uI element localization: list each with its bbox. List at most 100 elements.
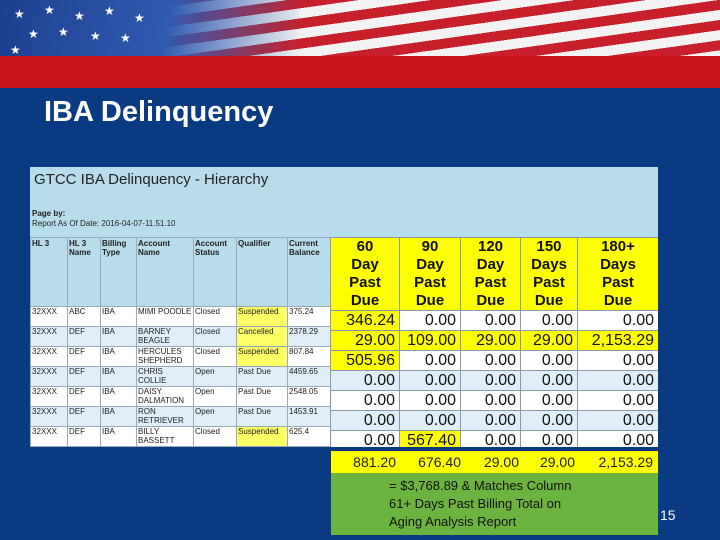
- table-row: 29.00 109.00 29.00 29.00 2,153.29: [330, 330, 658, 351]
- table-row: 32XXX ABC IBA MIMI POODLE Closed Suspend…: [30, 306, 331, 327]
- d150-cell: 0.00: [520, 410, 578, 431]
- page-title: IBA Delinquency: [44, 96, 274, 128]
- d60-cell: 0.00: [330, 430, 400, 447]
- d90-cell: 0.00: [399, 410, 461, 431]
- column-header-account-status: Account Status: [193, 237, 237, 307]
- account-status-cell: Open: [193, 406, 237, 427]
- hl3-cell: 32XXX: [30, 326, 68, 347]
- table-row: 0.00 0.00 0.00 0.00 0.00: [330, 370, 658, 391]
- table-row: 32XXX DEF IBA RON RETRIEVER Open Past Du…: [30, 406, 331, 427]
- star-icon: ★: [44, 3, 55, 17]
- d150-cell: 0.00: [520, 390, 578, 411]
- d60-cell: 0.00: [330, 410, 400, 431]
- column-header-current-balance: Current Balance: [287, 237, 331, 307]
- qualifier-cell: Past Due: [236, 386, 288, 407]
- balance-cell: 2378.29: [287, 326, 331, 347]
- account-name-cell: DAISY DALMATION: [136, 386, 194, 407]
- flag-canton: [0, 0, 300, 60]
- account-status-cell: Closed: [193, 426, 237, 447]
- table-row: 32XXX DEF IBA BARNEY BEAGLE Closed Cance…: [30, 326, 331, 347]
- table-row: 0.00 0.00 0.00 0.00 0.00: [330, 390, 658, 411]
- aging-table-header: 60 Day Past Due 90 Day Past Due 120 Day …: [330, 237, 658, 311]
- account-status-cell: Closed: [193, 326, 237, 347]
- aging-table: 60 Day Past Due 90 Day Past Due 120 Day …: [330, 237, 658, 447]
- table-row: 0.00 0.00 0.00 0.00 0.00: [330, 410, 658, 431]
- account-name-cell: BARNEY BEAGLE: [136, 326, 194, 347]
- qualifier-cell: Suspended: [236, 346, 288, 367]
- hl3-name-cell: DEF: [67, 326, 101, 347]
- d60-cell: 0.00: [330, 390, 400, 411]
- d90-cell: 0.00: [399, 350, 461, 371]
- balance-cell: 375.24: [287, 306, 331, 327]
- column-header-90-day: 90 Day Past Due: [399, 237, 461, 311]
- account-status-cell: Closed: [193, 306, 237, 327]
- account-status-cell: Open: [193, 386, 237, 407]
- d90-cell: 0.00: [399, 310, 461, 331]
- d120-cell: 29.00: [460, 330, 521, 351]
- billing-type-cell: IBA: [100, 386, 137, 407]
- billing-type-cell: IBA: [100, 306, 137, 327]
- account-name-cell: RON RETRIEVER: [136, 406, 194, 427]
- balance-cell: 1453.91: [287, 406, 331, 427]
- d180-cell: 0.00: [577, 350, 658, 371]
- billing-type-cell: IBA: [100, 426, 137, 447]
- page-number: 15: [660, 507, 676, 523]
- d60-cell: 29.00: [330, 330, 400, 351]
- d150-cell: 0.00: [520, 370, 578, 391]
- d90-cell: 0.00: [399, 390, 461, 411]
- star-icon: ★: [28, 27, 39, 41]
- account-name-cell: MIMI POODLE: [136, 306, 194, 327]
- total-120-day: 29.00: [483, 454, 519, 470]
- account-status-cell: Closed: [193, 346, 237, 367]
- report-screenshot: GTCC IBA Delinquency - Hierarchy Page by…: [30, 167, 658, 447]
- billing-type-cell: IBA: [100, 326, 137, 347]
- star-icon: ★: [120, 31, 131, 45]
- d120-cell: 0.00: [460, 310, 521, 331]
- column-header-qualifier: Qualifier: [236, 237, 288, 307]
- d150-cell: 0.00: [520, 430, 578, 447]
- billing-type-cell: IBA: [100, 366, 137, 387]
- billing-type-cell: IBA: [100, 406, 137, 427]
- report-title: GTCC IBA Delinquency - Hierarchy: [34, 171, 269, 188]
- note-line-3: Aging Analysis Report: [389, 514, 517, 529]
- star-icon: ★: [90, 29, 101, 43]
- total-60-day: 881.20: [353, 454, 396, 470]
- d90-cell: 567.40: [399, 430, 461, 447]
- d180-cell: 0.00: [577, 310, 658, 331]
- column-header-hl3-name: HL 3 Name: [67, 237, 101, 307]
- d180-cell: 2,153.29: [577, 330, 658, 351]
- balance-cell: 2548.05: [287, 386, 331, 407]
- qualifier-cell: Suspended: [236, 426, 288, 447]
- d60-cell: 346.24: [330, 310, 400, 331]
- billing-type-cell: IBA: [100, 346, 137, 367]
- account-name-cell: CHRIS COLLIE: [136, 366, 194, 387]
- account-name-cell: BILLY BASSETT: [136, 426, 194, 447]
- hl3-name-cell: DEF: [67, 386, 101, 407]
- d150-cell: 0.00: [520, 350, 578, 371]
- total-150-days: 29.00: [539, 454, 575, 470]
- balance-cell: 807.84: [287, 346, 331, 367]
- column-header-billing-type: Billing Type: [100, 237, 137, 307]
- hl3-name-cell: DEF: [67, 406, 101, 427]
- hl3-cell: 32XXX: [30, 306, 68, 327]
- d180-cell: 0.00: [577, 410, 658, 431]
- column-header-hl3: HL 3: [30, 237, 68, 307]
- hl3-cell: 32XXX: [30, 386, 68, 407]
- d180-cell: 0.00: [577, 390, 658, 411]
- d60-cell: 505.96: [330, 350, 400, 371]
- qualifier-cell: Past Due: [236, 406, 288, 427]
- note-line-1: = $3,768.89 & Matches Column: [389, 478, 572, 493]
- balance-cell: 625.4: [287, 426, 331, 447]
- column-header-account-name: Account Name: [136, 237, 194, 307]
- d60-cell: 0.00: [330, 370, 400, 391]
- account-name-cell: HERCULES SHEPHERD: [136, 346, 194, 367]
- account-table: HL 3 HL 3 Name Billing Type Account Name…: [30, 237, 331, 447]
- column-header-60-day: 60 Day Past Due: [330, 237, 400, 311]
- column-header-120-day: 120 Day Past Due: [460, 237, 521, 311]
- note-line-2: 61+ Days Past Billing Total on: [389, 496, 562, 511]
- hl3-cell: 32XXX: [30, 426, 68, 447]
- hl3-name-cell: DEF: [67, 346, 101, 367]
- qualifier-cell: Suspended: [236, 306, 288, 327]
- column-header-150-days: 150 Days Past Due: [520, 237, 578, 311]
- star-icon: ★: [74, 9, 85, 23]
